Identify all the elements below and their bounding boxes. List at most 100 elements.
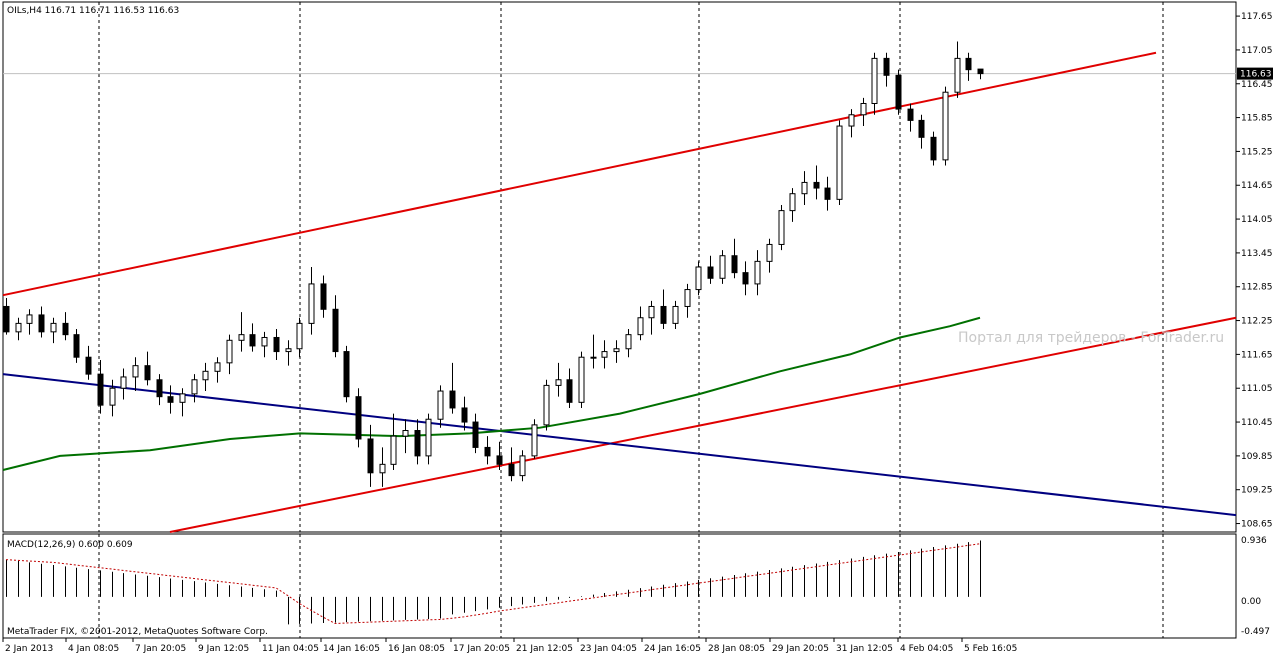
candle-bear — [332, 308, 339, 353]
candle-bear — [273, 336, 280, 353]
macd-signal-line — [5, 543, 981, 624]
time-axis-label: 11 Jan 04:05 — [262, 644, 319, 654]
price-axis-label: 110.45 — [1241, 418, 1273, 428]
time-axis-label: 31 Jan 12:05 — [836, 644, 893, 654]
candle-bull — [766, 243, 773, 262]
candle-bull — [132, 365, 139, 378]
time-axis-label: 5 Feb 16:05 — [964, 644, 1017, 654]
candle-bull — [390, 435, 397, 465]
candle-bull — [695, 266, 702, 291]
candle-bear — [813, 181, 820, 189]
candle-bull — [120, 376, 127, 389]
candle-bear — [496, 455, 503, 465]
candle-bull — [26, 314, 33, 324]
candle-bear — [156, 379, 163, 398]
time-axis-label: 7 Jan 20:05 — [135, 644, 186, 654]
candle-bull — [285, 348, 292, 353]
candle-bull — [308, 283, 315, 324]
candle-bear — [343, 351, 350, 398]
candle-bull — [402, 430, 409, 437]
candle-bear — [461, 407, 468, 423]
candle-bear — [824, 187, 831, 200]
candle-bull — [836, 125, 843, 200]
candle-bull — [109, 387, 116, 406]
candle-bear — [707, 266, 714, 279]
candle-bull — [954, 57, 961, 93]
macd-pane-frame — [2, 533, 1237, 639]
candle-bear — [85, 356, 92, 375]
candle-bull — [555, 379, 562, 386]
macd-layer — [5, 540, 981, 625]
time-axis-label: 4 Feb 04:05 — [900, 644, 953, 654]
channel-upper-line — [2, 51, 1157, 297]
price-axis-label: 114.65 — [1241, 181, 1273, 191]
current-price-box — [1237, 67, 1273, 80]
candle-bear — [731, 255, 738, 274]
candle-bear — [73, 334, 80, 358]
candle-bear — [320, 283, 327, 310]
time-axis-label: 17 Jan 20:05 — [453, 644, 510, 654]
candle-bear — [965, 57, 972, 71]
candle-bull — [637, 317, 644, 336]
candle-bull — [179, 393, 186, 403]
candle-bull — [789, 193, 796, 212]
indicator-layer — [2, 51, 1237, 533]
candle-bull — [871, 57, 878, 104]
candle-bear — [742, 272, 749, 285]
time-axis-label: 23 Jan 04:05 — [580, 644, 637, 654]
candle-bear — [566, 379, 573, 403]
candle-bull — [437, 390, 444, 420]
candle-bear — [367, 438, 374, 474]
axis-layer: 117.65 117.05 116.45 115.85 115.25 114.65 114.… — [2, 12, 1273, 654]
candle-bull — [379, 463, 386, 474]
candle-bear — [38, 314, 45, 333]
candle-bear — [508, 463, 515, 477]
candle-bull — [684, 289, 691, 307]
macd-axis-label: 0.00 — [1241, 597, 1261, 607]
candle-bull — [519, 455, 526, 477]
price-axis-label: 111.65 — [1241, 350, 1273, 360]
grid-layer — [2, 1, 1237, 639]
price-axis-label: 112.85 — [1241, 283, 1273, 293]
main-pane-frame — [2, 1, 1237, 533]
trend-line — [2, 373, 1237, 517]
time-axis-label: 21 Jan 12:05 — [516, 644, 573, 654]
time-axis-label: 2 Jan 2013 — [5, 644, 53, 654]
watermark: Портал для трейдеров - ForTrader.ru — [958, 330, 1224, 346]
candle-bull — [848, 114, 855, 127]
candle-bear — [414, 430, 421, 457]
copyright: MetaTrader FIX, ©2001-2012, MetaQuotes S… — [7, 627, 268, 637]
candle-bull — [50, 322, 57, 333]
candle-bear — [144, 365, 151, 381]
price-axis-label: 111.05 — [1241, 384, 1273, 394]
candle-bull — [214, 362, 221, 372]
candle-bear — [167, 396, 174, 403]
candle-bear — [62, 322, 69, 336]
candle-bear — [660, 305, 667, 324]
candle-bull — [296, 322, 303, 350]
price-axis-label: 109.25 — [1241, 486, 1273, 496]
moving-average-line — [2, 316, 981, 471]
candle-bear — [355, 396, 362, 440]
candle-bull — [942, 91, 949, 161]
price-axis-label: 108.65 — [1241, 520, 1273, 530]
candle-bear — [930, 136, 937, 161]
candle-bull — [590, 356, 597, 359]
time-axis-label: 14 Jan 16:05 — [323, 644, 380, 654]
candle-bull — [15, 322, 22, 333]
candle-bull — [531, 424, 538, 457]
macd-label: MACD(12,26,9) 0.600 0.609 — [7, 540, 133, 550]
price-axis-label: 113.45 — [1241, 249, 1273, 259]
price-axis-label: 112.25 — [1241, 317, 1273, 327]
candle-bear — [97, 373, 104, 406]
macd-axis-label: 0.936 — [1241, 536, 1267, 546]
candle-bull — [238, 334, 245, 341]
price-axis-label: 114.05 — [1241, 215, 1273, 225]
candle-bear — [484, 446, 491, 457]
candle-bull — [672, 305, 679, 324]
candle-bear — [249, 334, 256, 347]
channel-lower-line — [169, 316, 1237, 533]
candle-bull — [778, 210, 785, 245]
candle-bull — [191, 379, 198, 395]
